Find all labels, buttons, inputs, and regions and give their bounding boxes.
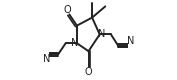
Text: N: N <box>127 36 134 46</box>
Text: N: N <box>98 29 106 39</box>
Text: N: N <box>71 38 78 48</box>
Text: N: N <box>43 54 50 64</box>
Text: O: O <box>85 67 92 77</box>
Text: O: O <box>64 5 72 15</box>
